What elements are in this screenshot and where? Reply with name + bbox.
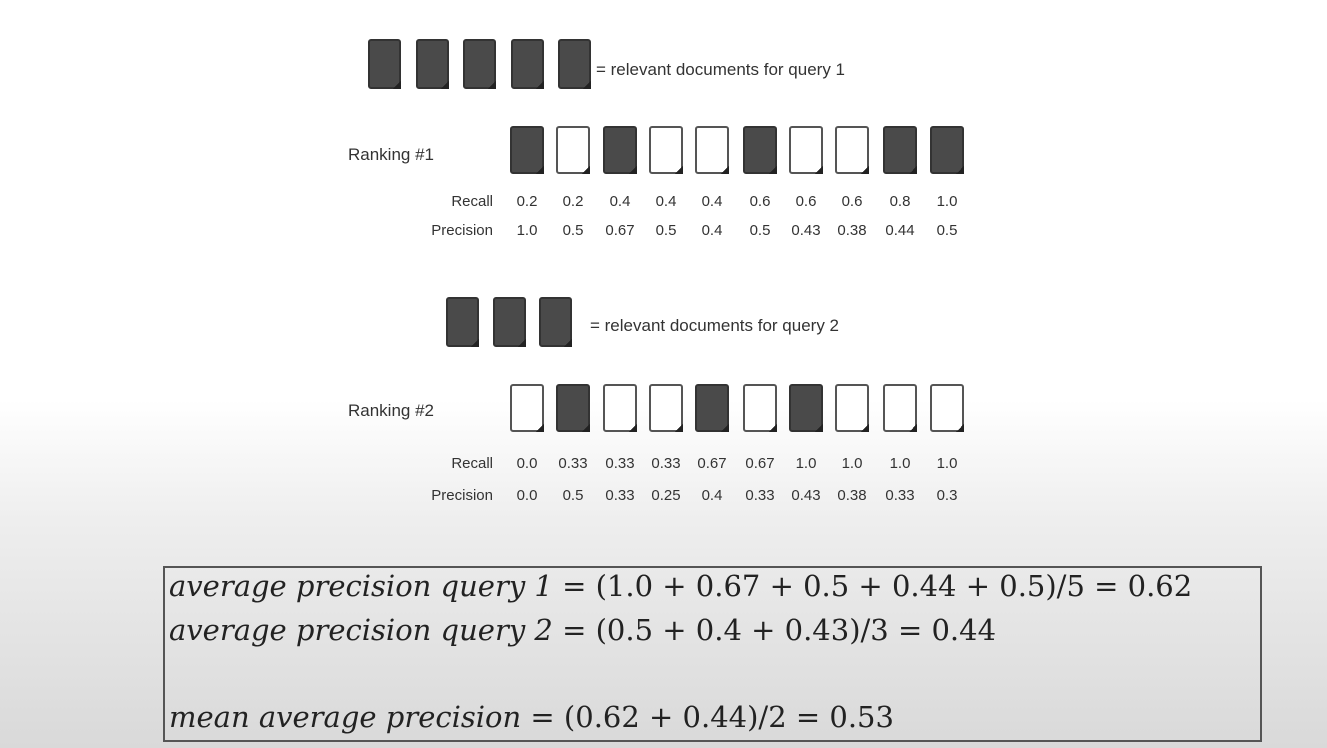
precision-value: 0.3 bbox=[936, 487, 958, 504]
nonrelevant-document-icon bbox=[743, 384, 777, 432]
nonrelevant-document-icon bbox=[695, 126, 729, 174]
nonrelevant-document-icon bbox=[835, 126, 869, 174]
precision-value: 0.4 bbox=[701, 487, 723, 504]
recall-value: 0.4 bbox=[701, 193, 723, 210]
recall-value: 1.0 bbox=[841, 455, 863, 472]
legend-label-query1: = relevant documents for query 1 bbox=[596, 60, 845, 79]
recall-value: 0.67 bbox=[697, 455, 727, 472]
recall-value: 0.2 bbox=[516, 193, 538, 210]
relevant-document-icon bbox=[883, 126, 917, 174]
nonrelevant-document-icon bbox=[883, 384, 917, 432]
precision-value: 0.43 bbox=[791, 487, 821, 504]
precision-value: 1.0 bbox=[516, 222, 538, 239]
map-expr: = (0.62 + 0.44)/2 = 0.53 bbox=[530, 700, 894, 734]
ap1-expr: = (1.0 + 0.67 + 0.5 + 0.44 + 0.5)/5 = 0.… bbox=[562, 569, 1193, 603]
relevant-document-icon bbox=[556, 384, 590, 432]
relevant-document-icon bbox=[492, 297, 526, 347]
legend-label-query2: = relevant documents for query 2 bbox=[590, 316, 839, 335]
precision-value: 0.5 bbox=[749, 222, 771, 239]
ranking2-label: Ranking #2 bbox=[348, 401, 435, 420]
formula-box: average precision query 1 = (1.0 + 0.67 … bbox=[163, 566, 1262, 742]
ap-query1-formula: average precision query 1 = (1.0 + 0.67 … bbox=[169, 569, 1192, 603]
nonrelevant-document-icon bbox=[649, 126, 683, 174]
relevant-document-icon bbox=[539, 297, 572, 347]
ap2-expr: = (0.5 + 0.4 + 0.43)/3 = 0.44 bbox=[562, 613, 997, 647]
precision-value: 0.38 bbox=[837, 222, 867, 239]
relevant-document-icon bbox=[510, 126, 544, 174]
nonrelevant-document-icon bbox=[930, 384, 964, 432]
nonrelevant-document-icon bbox=[510, 384, 544, 432]
nonrelevant-document-icon bbox=[789, 126, 823, 174]
ranking2-precision-label: Precision bbox=[431, 487, 493, 504]
nonrelevant-document-icon bbox=[835, 384, 869, 432]
recall-value: 0.33 bbox=[605, 455, 635, 472]
recall-value: 0.6 bbox=[795, 193, 817, 210]
relevant-document-icon bbox=[510, 39, 544, 89]
precision-value: 0.38 bbox=[837, 487, 867, 504]
ranking1-recall-label: Recall bbox=[451, 193, 493, 210]
recall-value: 0.4 bbox=[609, 193, 631, 210]
precision-value: 0.33 bbox=[605, 487, 635, 504]
precision-value: 0.0 bbox=[516, 487, 538, 504]
relevant-document-icon bbox=[930, 126, 964, 174]
precision-value: 0.5 bbox=[655, 222, 677, 239]
recall-value: 0.6 bbox=[841, 193, 863, 210]
recall-value: 0.0 bbox=[516, 455, 538, 472]
precision-value: 0.67 bbox=[605, 222, 635, 239]
precision-value: 0.43 bbox=[791, 222, 821, 239]
relevant-document-icon bbox=[463, 39, 496, 89]
map-label: mean average precision bbox=[169, 700, 522, 734]
recall-value: 0.6 bbox=[749, 193, 771, 210]
relevant-document-icon bbox=[446, 297, 479, 347]
ranking2-recall-label: Recall bbox=[451, 455, 493, 472]
ap-query2-formula: average precision query 2 = (0.5 + 0.4 +… bbox=[169, 613, 996, 647]
recall-value: 0.2 bbox=[562, 193, 584, 210]
relevant-document-icon bbox=[368, 39, 401, 89]
precision-value: 0.25 bbox=[651, 487, 681, 504]
map-formula: mean average precision = (0.62 + 0.44)/2… bbox=[169, 700, 894, 734]
ap2-label: average precision query 2 bbox=[169, 613, 553, 647]
relevant-document-icon bbox=[789, 384, 823, 432]
ranking1-precision-label: Precision bbox=[431, 222, 493, 239]
recall-value: 1.0 bbox=[936, 193, 958, 210]
nonrelevant-document-icon bbox=[556, 126, 590, 174]
precision-value: 0.33 bbox=[885, 487, 915, 504]
precision-value: 0.44 bbox=[885, 222, 915, 239]
precision-value: 0.5 bbox=[936, 222, 958, 239]
recall-value: 0.33 bbox=[558, 455, 588, 472]
relevant-document-icon bbox=[415, 39, 449, 89]
recall-value: 0.8 bbox=[889, 193, 911, 210]
precision-value: 0.33 bbox=[745, 487, 775, 504]
nonrelevant-document-icon bbox=[649, 384, 683, 432]
recall-value: 0.33 bbox=[651, 455, 681, 472]
precision-value: 0.4 bbox=[701, 222, 723, 239]
nonrelevant-document-icon bbox=[603, 384, 637, 432]
ap1-label: average precision query 1 bbox=[169, 569, 553, 603]
recall-value: 0.67 bbox=[745, 455, 775, 472]
precision-value: 0.5 bbox=[562, 487, 584, 504]
recall-value: 1.0 bbox=[936, 455, 958, 472]
relevant-document-icon bbox=[743, 126, 777, 174]
recall-value: 1.0 bbox=[889, 455, 911, 472]
recall-value: 0.4 bbox=[655, 193, 677, 210]
precision-value: 0.5 bbox=[562, 222, 584, 239]
ranking1-label: Ranking #1 bbox=[348, 145, 435, 164]
relevant-document-icon bbox=[603, 126, 637, 174]
recall-value: 1.0 bbox=[795, 455, 817, 472]
relevant-document-icon bbox=[695, 384, 729, 432]
relevant-document-icon bbox=[558, 39, 591, 89]
